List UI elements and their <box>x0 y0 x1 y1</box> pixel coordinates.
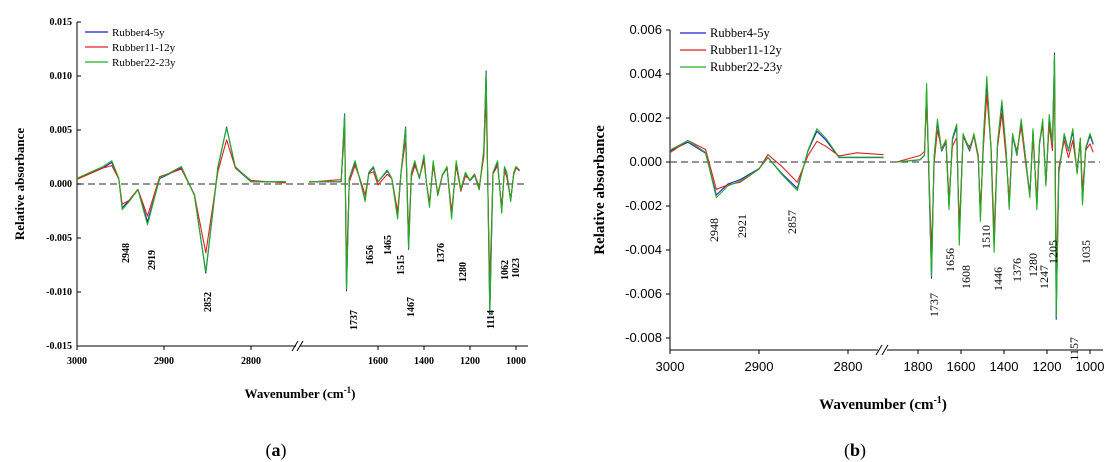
peak-label: 1280 <box>458 262 469 282</box>
chart-b-x-ticks: 3000 2900 2800 1800 1600 1400 1200 1000 <box>656 350 1105 374</box>
chart-b-x-tick-label: 2800 <box>834 359 863 374</box>
peak-label: 1205 <box>1046 240 1060 264</box>
chart-a-x-axis-title: Wavenumber (cm-1) <box>245 385 356 401</box>
chart-b-y-tick-label: -0.006 <box>625 286 662 301</box>
chart-b-y-tick-label: -0.008 <box>625 330 662 345</box>
legend-label-rubber11-12y: Rubber11-12y <box>112 42 176 54</box>
peak-label: 1467 <box>406 297 417 317</box>
chart-a-x-tick-label: 2900 <box>154 356 174 367</box>
chart-b-y-tick-label: -0.004 <box>625 242 662 257</box>
peak-label: 1510 <box>979 225 993 249</box>
chart-a-x-tick-label: 1400 <box>414 356 434 367</box>
chart-a-axis-break-1 <box>291 340 299 352</box>
chart-b-y-tick-label: 0.006 <box>629 22 662 37</box>
chart-a-y-tick-label: 0.005 <box>50 125 73 136</box>
chart-a-y-tick-label: -0.005 <box>46 233 72 244</box>
chart-b-x-tick-label: 1600 <box>947 359 976 374</box>
peak-label: 1114 <box>486 310 497 329</box>
peak-label: 1376 <box>436 243 447 263</box>
chart-b-y-tick-label: 0.000 <box>629 154 662 169</box>
peak-label: 1376 <box>1010 258 1024 282</box>
chart-a-x-tick-label: 1000 <box>506 356 526 367</box>
chart-a-series-group <box>76 70 520 316</box>
chart-b-y-ticks: 0.006 0.004 0.002 0.000 -0.002 -0.004 -0… <box>625 22 670 345</box>
peak-label: 1465 <box>383 235 394 255</box>
chart-b-axis-break-2 <box>881 344 889 356</box>
chart-b-panel-label: (b) <box>844 440 866 461</box>
chart-a: 0.015 0.010 0.005 0.000 -0.005 -0.010 -0… <box>12 17 528 461</box>
chart-a-legend: Rubber4-5y Rubber11-12y Rubber22-23y <box>85 27 176 69</box>
chart-b-legend: Rubber4-5y Rubber11-12y Rubber22-23y <box>680 26 783 74</box>
chart-b-x-tick-label: 2900 <box>745 359 774 374</box>
peak-label: 1062 <box>500 260 511 280</box>
series-line-rubber22-23y-right <box>309 72 520 313</box>
chart-b-x-tick-label: 1000 <box>1076 359 1105 374</box>
peak-label: 1446 <box>991 267 1005 291</box>
peak-label: 1737 <box>349 310 360 330</box>
chart-b-axis-break-1 <box>875 344 883 356</box>
chart-a-y-axis-title: Relative absorbance <box>12 128 27 241</box>
chart-a-y-tick-label: -0.015 <box>46 341 72 352</box>
peak-label: 2919 <box>147 250 158 270</box>
peak-label: 1656 <box>943 248 957 272</box>
peak-label: 2852 <box>203 292 214 312</box>
chart-b-y-tick-label: 0.002 <box>629 110 662 125</box>
peak-label: 1247 <box>1037 265 1051 289</box>
chart-a-panel-label: (a) <box>266 440 287 461</box>
chart-b-x-axis-title: Wavenumber (cm-1) <box>819 395 947 413</box>
peak-label: 1737 <box>927 293 941 317</box>
chart-b-y-axis-title: Relative absorbance <box>592 125 608 255</box>
peak-label: 2948 <box>121 243 132 263</box>
series-line-rubber22-23y-left <box>76 127 286 273</box>
peak-label: 1656 <box>365 245 376 265</box>
peak-label: 1515 <box>396 255 407 275</box>
legend-label-rubber4-5y: Rubber4-5y <box>710 26 770 40</box>
series-line-rubber4-5y-left <box>669 130 884 196</box>
chart-b-x-tick-label: 1400 <box>990 359 1019 374</box>
chart-a-x-tick-label: 1200 <box>460 356 480 367</box>
peak-label: 1280 <box>1026 253 1040 277</box>
chart-a-x-ticks: 3000 2900 2800 1600 1400 1200 1000 <box>67 346 526 367</box>
series-line-rubber11-12y-left <box>669 139 884 190</box>
legend-label-rubber22-23y: Rubber22-23y <box>112 57 176 69</box>
legend-label-rubber22-23y: Rubber22-23y <box>710 60 783 74</box>
chart-a-y-tick-label: -0.010 <box>46 287 72 298</box>
peak-label: 2921 <box>735 214 749 238</box>
peak-label: 1035 <box>1079 240 1093 264</box>
peak-label: 2857 <box>785 210 799 234</box>
series-line-rubber4-5y-left <box>76 126 286 274</box>
chart-b-x-tick-label: 1200 <box>1033 359 1062 374</box>
chart-b-series-group <box>669 52 1094 320</box>
chart-a-axis-break-2 <box>296 340 304 352</box>
peak-label: 1608 <box>959 265 973 289</box>
chart-b-y-tick-label: -0.002 <box>625 198 662 213</box>
legend-label-rubber4-5y: Rubber4-5y <box>112 27 165 39</box>
chart-a-y-tick-label: 0.010 <box>50 71 73 82</box>
chart-a-x-tick-label: 2800 <box>241 356 261 367</box>
peak-label: 1157 <box>1067 337 1081 361</box>
series-line-rubber22-23y-left <box>669 128 884 199</box>
chart-a-y-tick-label: 0.000 <box>50 179 73 190</box>
legend-label-rubber11-12y: Rubber11-12y <box>710 43 782 57</box>
chart-a-y-tick-label: 0.015 <box>50 17 73 28</box>
chart-b-y-tick-label: 0.004 <box>629 66 662 81</box>
chart-b-x-tick-label: 1800 <box>904 359 933 374</box>
peak-label: 2948 <box>707 218 721 242</box>
chart-b: 0.006 0.004 0.002 0.000 -0.002 -0.004 -0… <box>592 22 1104 461</box>
chart-a-x-tick-label: 3000 <box>67 356 87 367</box>
series-line-rubber11-12y-left <box>76 139 286 254</box>
chart-b-x-tick-label: 3000 <box>656 359 685 374</box>
chart-a-x-tick-label: 1600 <box>368 356 388 367</box>
peak-label: 1023 <box>511 258 522 278</box>
chart-a-annotations: 2948 2919 2852 1737 1656 1465 1515 1467 … <box>121 235 522 330</box>
chart-a-y-ticks: 0.015 0.010 0.005 0.000 -0.005 -0.010 -0… <box>46 17 81 352</box>
series-line-rubber22-23y-right <box>896 54 1094 317</box>
chart-b-annotations: 2948 2921 2857 1737 1656 1608 1510 1446 … <box>707 210 1093 361</box>
